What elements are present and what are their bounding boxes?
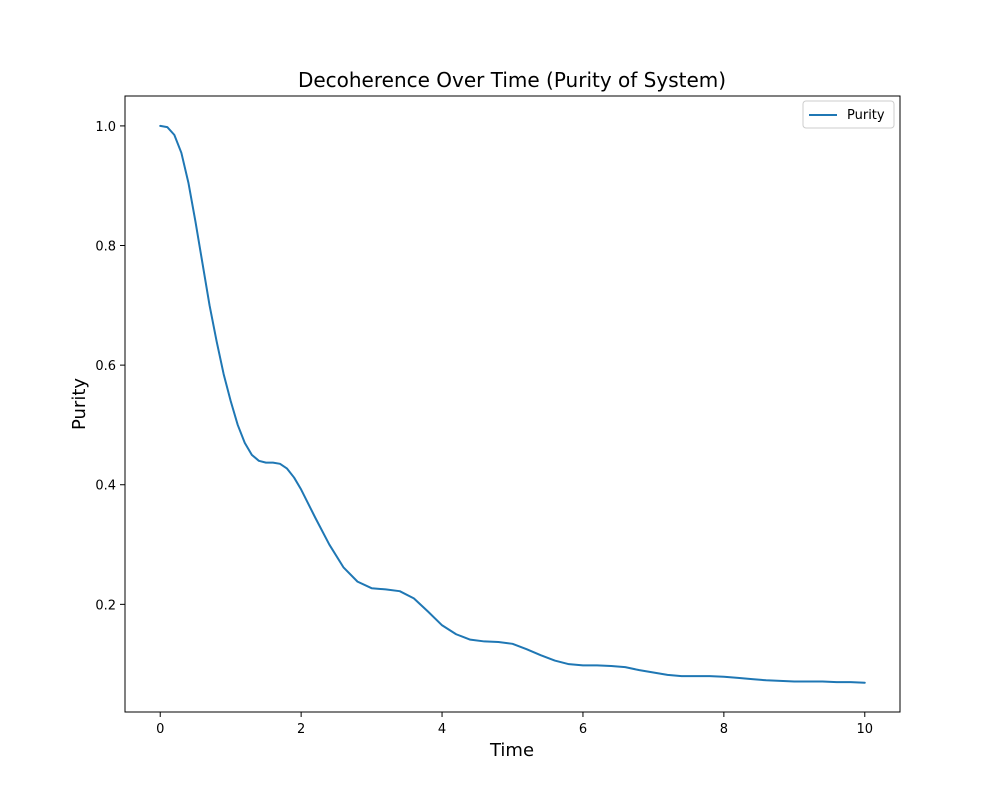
legend: Purity (802, 100, 895, 129)
chart-title: Decoherence Over Time (Purity of System) (298, 68, 726, 92)
y-tick-label: 0.8 (95, 240, 116, 255)
x-axis-label: Time (489, 740, 534, 761)
x-tick-label: 0 (156, 722, 164, 737)
y-axis-label: Purity (69, 378, 90, 430)
legend-label-purity: Purity (847, 108, 885, 123)
y-tick-label: 0.2 (95, 598, 116, 613)
plot-background (125, 96, 900, 712)
x-tick-label: 6 (579, 722, 587, 737)
x-tick-label: 8 (720, 722, 728, 737)
series-line-purity (159, 124, 866, 684)
x-tick-label: 2 (297, 722, 305, 737)
y-tick-label: 1.0 (95, 120, 116, 135)
plot-frame (124, 95, 901, 713)
series-layer (159, 124, 866, 684)
x-tick-label: 4 (438, 722, 446, 737)
y-axis-ticks: 0.2 0.4 0.6 0.8 1.0 (95, 120, 125, 613)
y-tick-label: 0.6 (95, 359, 116, 374)
plot-area (124, 95, 901, 713)
x-tick-label: 10 (856, 722, 873, 737)
y-tick-label: 0.4 (95, 479, 116, 494)
legend-box (802, 100, 895, 129)
x-axis-ticks: 0 2 4 6 8 10 (156, 712, 873, 737)
